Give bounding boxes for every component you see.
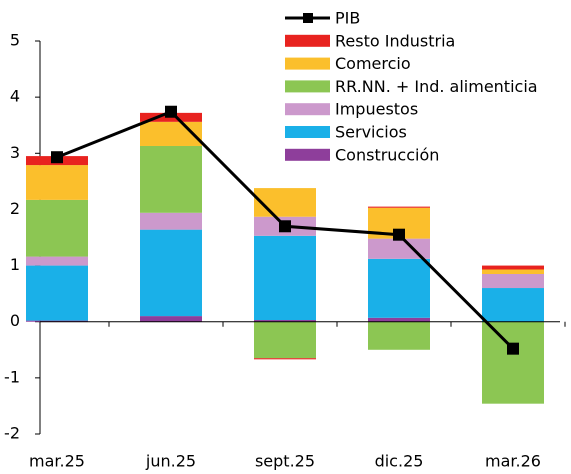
x-tick-label: jun.25 xyxy=(145,452,196,471)
y-tick-label: 0 xyxy=(10,311,20,330)
legend-label: PIB xyxy=(335,9,360,28)
y-tick-label: 3 xyxy=(10,143,20,162)
bar-segment xyxy=(368,258,430,318)
bar-segment xyxy=(254,358,316,360)
bar-segment xyxy=(482,321,544,404)
legend-label: Impuestos xyxy=(335,100,418,119)
y-tick-label: -2 xyxy=(4,424,20,443)
bar-segment xyxy=(482,273,544,289)
bar-segment xyxy=(254,235,316,321)
legend-label: Construcción xyxy=(335,145,439,164)
bar-segment xyxy=(368,317,430,322)
bar-segment xyxy=(140,145,202,213)
legend-label: Comercio xyxy=(335,54,411,73)
line-marker xyxy=(165,105,177,118)
bar-segment xyxy=(254,320,316,322)
bar-segment xyxy=(368,238,430,259)
bar-segment xyxy=(140,212,202,230)
bar-segment xyxy=(368,206,430,208)
legend-label: RR.NN. + Ind. alimenticia xyxy=(335,77,538,96)
x-tick-label: mar.26 xyxy=(485,452,541,471)
x-tick-label: sept.25 xyxy=(255,452,315,471)
line-marker xyxy=(507,342,519,355)
line-marker xyxy=(393,228,405,241)
legend-label: Resto Industria xyxy=(335,31,455,50)
legend-swatch xyxy=(285,80,330,93)
bar-segment xyxy=(482,265,544,270)
legend-swatch xyxy=(285,103,330,116)
bar-segment xyxy=(26,199,88,257)
bar-segment xyxy=(254,321,316,359)
line-marker xyxy=(279,220,291,233)
x-tick-label: mar.25 xyxy=(29,452,85,471)
legend-marker xyxy=(303,13,313,23)
bar-segment xyxy=(254,188,316,217)
bar-segment xyxy=(26,320,88,322)
y-tick-label: 4 xyxy=(10,87,20,106)
bar-segment xyxy=(26,165,88,200)
line-marker xyxy=(51,151,63,164)
bar-segment xyxy=(140,229,202,317)
bar-segment xyxy=(140,316,202,322)
legend-swatch xyxy=(285,126,330,138)
y-tick-label: 5 xyxy=(10,31,20,50)
legend-label: Servicios xyxy=(335,123,407,142)
bar-segment xyxy=(26,256,88,266)
legend-swatch xyxy=(285,148,330,161)
x-tick-label: dic.25 xyxy=(375,452,424,471)
legend-swatch xyxy=(285,34,330,47)
bar-segment xyxy=(482,269,544,274)
y-tick-label: -1 xyxy=(4,367,20,386)
y-tick-label: 2 xyxy=(10,199,20,218)
legend-swatch xyxy=(285,57,330,70)
bar-segment xyxy=(26,265,88,321)
bar-segment xyxy=(482,288,544,322)
y-tick-label: 1 xyxy=(10,255,20,274)
bar-segment xyxy=(368,321,430,350)
